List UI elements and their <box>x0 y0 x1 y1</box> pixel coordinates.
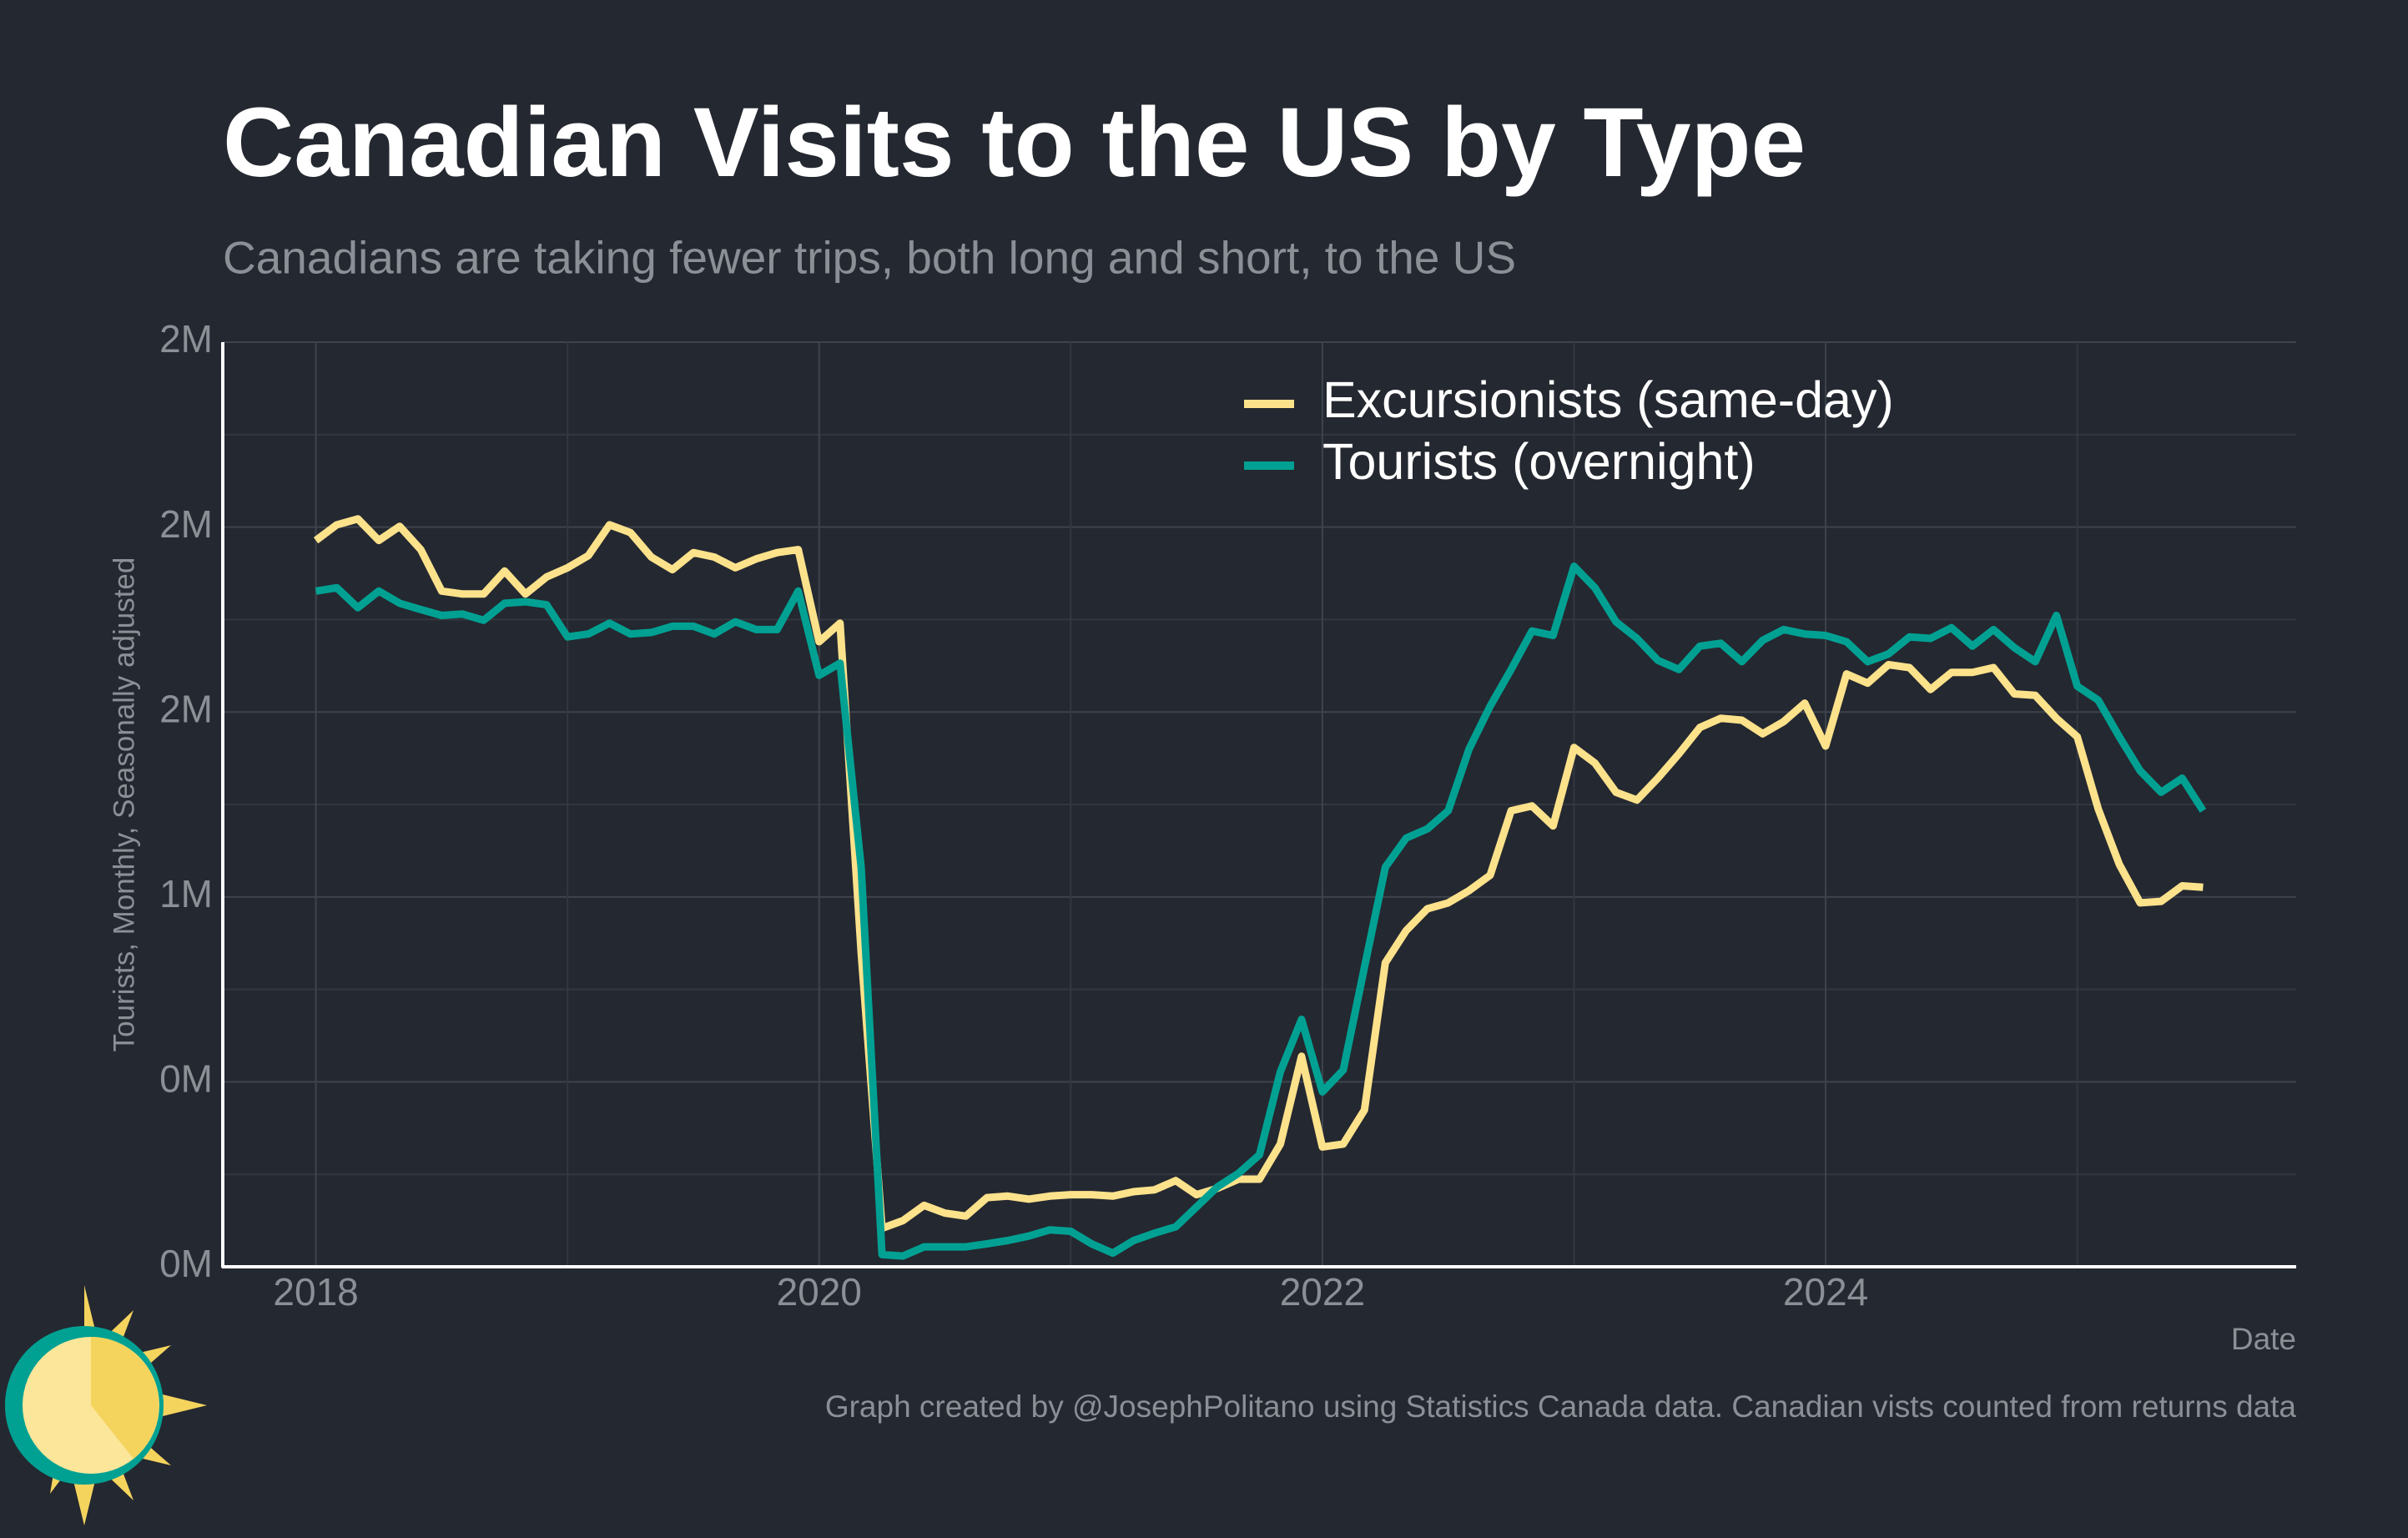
x-tick-label: 2018 <box>273 1270 358 1314</box>
y-tick-label: 0M <box>159 1057 213 1101</box>
y-axis-label: Tourists, Monthly, Seasonally adjusted <box>108 557 140 1052</box>
y-tick-label: 2M <box>159 317 213 361</box>
legend-label: Excursionists (same-day) <box>1322 371 1894 428</box>
footnote: Graph created by @JosephPolitano using S… <box>825 1389 2297 1424</box>
x-tick-label: 2024 <box>1783 1270 1868 1314</box>
chart-subtitle: Canadians are taking fewer trips, both l… <box>223 232 1516 284</box>
legend-label: Tourists (overnight) <box>1322 433 1756 490</box>
y-tick-label: 2M <box>159 502 213 546</box>
y-tick-label: 2M <box>159 687 213 730</box>
lines <box>313 515 2207 1260</box>
series-line <box>313 515 2204 1233</box>
labels: 0M 0M 1M 2M 2M 2M 2018 2020 2022 2024 Excursionist… <box>159 317 1894 1314</box>
grid <box>221 341 2296 1268</box>
x-tick-label: 2022 <box>1280 1270 1365 1314</box>
y-tick-label: 0M <box>159 1242 213 1285</box>
x-tick-label: 2020 <box>777 1270 862 1314</box>
series-line <box>315 562 2207 1260</box>
logo <box>5 1285 207 1525</box>
y-tick-label: 1M <box>159 872 213 915</box>
x-axis-label: Date <box>2231 1322 2296 1356</box>
chart-title: Canadian Visits to the US by Type <box>223 88 1806 198</box>
